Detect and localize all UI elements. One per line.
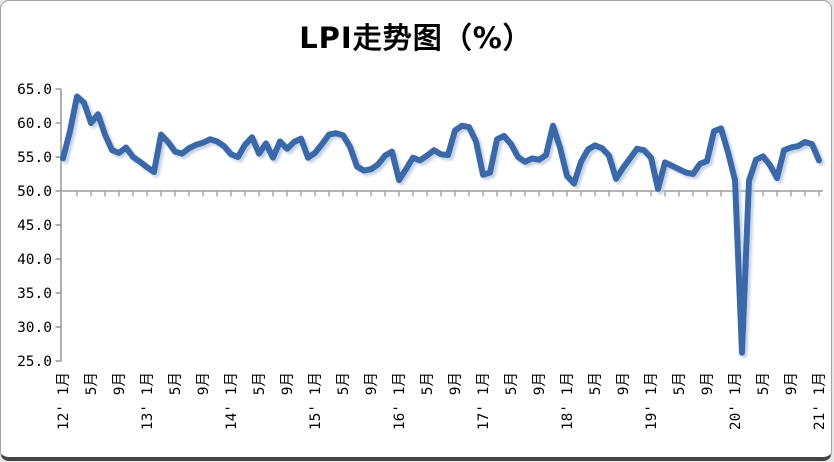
x-axis-label: 5月 bbox=[168, 372, 184, 395]
x-axis-label: 9月 bbox=[112, 372, 128, 395]
x-axis-label: 21' 1月 bbox=[812, 372, 828, 430]
chart-title: LPI走势图（%） bbox=[299, 21, 533, 55]
x-axis-label: 13' 1月 bbox=[140, 372, 156, 430]
y-axis-label: 30.0 bbox=[17, 320, 52, 336]
x-axis-label: 20' 1月 bbox=[728, 372, 744, 430]
x-axis-label: 5月 bbox=[504, 372, 520, 395]
y-axis-label: 65.0 bbox=[17, 82, 52, 98]
y-axis-label: 60.0 bbox=[17, 116, 52, 132]
y-axis-label: 25.0 bbox=[17, 354, 52, 370]
x-axis-label: 5月 bbox=[420, 372, 436, 395]
x-axis-label: 9月 bbox=[700, 372, 716, 395]
x-axis-label: 9月 bbox=[280, 372, 296, 395]
x-axis-label: 9月 bbox=[532, 372, 548, 395]
x-axis-label: 12' 1月 bbox=[56, 372, 72, 430]
lpi-series-line bbox=[60, 93, 822, 356]
x-axis-label: 17' 1月 bbox=[476, 372, 492, 430]
x-axis-label: 9月 bbox=[448, 372, 464, 395]
x-axis-label: 5月 bbox=[756, 372, 772, 395]
y-axis-label: 55.0 bbox=[17, 150, 52, 166]
y-axis-label: 50.0 bbox=[17, 184, 52, 200]
x-axis-label: 16' 1月 bbox=[392, 372, 408, 430]
y-axis-label: 40.0 bbox=[17, 252, 52, 268]
x-axis-label: 14' 1月 bbox=[224, 372, 240, 430]
x-axis-label: 5月 bbox=[336, 372, 352, 395]
x-axis-label: 9月 bbox=[784, 372, 800, 395]
x-axis-label: 19' 1月 bbox=[644, 372, 660, 430]
x-axis-label: 15' 1月 bbox=[308, 372, 324, 430]
y-axis-label: 45.0 bbox=[17, 218, 52, 234]
x-axis-label: 9月 bbox=[196, 372, 212, 395]
x-axis-label: 9月 bbox=[364, 372, 380, 395]
x-axis-label: 18' 1月 bbox=[560, 372, 576, 430]
x-axis-label: 5月 bbox=[672, 372, 688, 395]
x-axis-label: 9月 bbox=[616, 372, 632, 395]
y-axis-label: 35.0 bbox=[17, 286, 52, 302]
x-axis-label: 5月 bbox=[588, 372, 604, 395]
x-axis-label: 5月 bbox=[252, 372, 268, 395]
x-axis-label: 5月 bbox=[84, 372, 100, 395]
